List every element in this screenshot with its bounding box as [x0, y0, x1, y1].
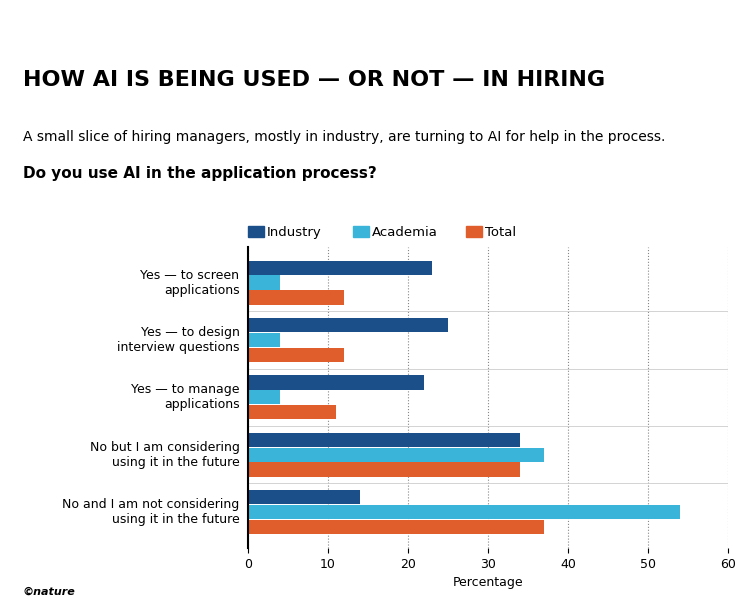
- Text: Total: Total: [484, 226, 516, 239]
- Bar: [248, 462, 520, 477]
- Text: Academia: Academia: [372, 226, 438, 239]
- X-axis label: Percentage: Percentage: [453, 576, 523, 589]
- Text: Do you use AI in the application process?: Do you use AI in the application process…: [23, 166, 376, 181]
- Bar: [248, 375, 424, 389]
- Bar: [248, 405, 336, 420]
- Text: A small slice of hiring managers, mostly in industry, are turning to AI for help: A small slice of hiring managers, mostly…: [23, 131, 665, 144]
- Bar: [248, 520, 544, 534]
- Bar: [248, 433, 520, 447]
- Bar: [248, 447, 544, 462]
- Bar: [248, 505, 680, 519]
- Bar: [248, 490, 360, 504]
- Text: ©nature: ©nature: [23, 587, 75, 597]
- Bar: [248, 318, 448, 332]
- Bar: [248, 276, 280, 290]
- Text: HOW AI IS BEING USED — OR NOT — IN HIRING: HOW AI IS BEING USED — OR NOT — IN HIRIN…: [23, 70, 605, 90]
- Bar: [248, 348, 344, 362]
- Text: Industry: Industry: [267, 226, 321, 239]
- Bar: [248, 333, 280, 347]
- Bar: [248, 261, 432, 275]
- Bar: [248, 290, 344, 305]
- Bar: [248, 390, 280, 405]
